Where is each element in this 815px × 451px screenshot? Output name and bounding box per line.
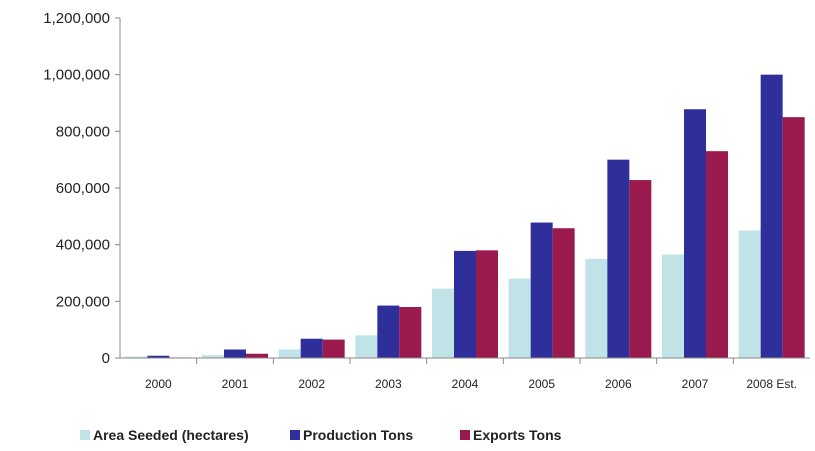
bar	[476, 250, 498, 358]
bar	[530, 222, 553, 358]
y-tick-label: 1,200,000	[43, 10, 110, 27]
bar	[706, 151, 728, 358]
legend-swatch	[460, 430, 470, 440]
x-tick-label: 2002	[298, 377, 325, 391]
bar	[662, 254, 684, 358]
y-tick-label: 200,000	[56, 293, 110, 310]
x-tick-label: 2000	[145, 377, 172, 391]
x-tick-label: 2004	[452, 377, 479, 391]
bar	[202, 355, 224, 358]
bar	[224, 349, 246, 358]
bar	[377, 305, 400, 358]
y-tick-label: 400,000	[56, 237, 110, 254]
legend-label: Exports Tons	[473, 427, 562, 443]
x-tick-label: 2003	[375, 377, 402, 391]
x-tick-label: 2008 Est.	[746, 377, 797, 391]
bar	[585, 258, 608, 358]
bar	[399, 307, 422, 358]
bar	[552, 228, 575, 358]
y-tick-label: 800,000	[56, 123, 110, 140]
bar	[322, 339, 345, 358]
x-tick-label: 2006	[605, 377, 632, 391]
bar	[278, 349, 301, 358]
legend-swatch	[80, 430, 90, 440]
bar	[300, 338, 323, 358]
x-tick-label: 2005	[528, 377, 555, 391]
bar	[629, 180, 652, 358]
y-tick-label: 1,000,000	[43, 67, 110, 84]
legend: Area Seeded (hectares) Production Tons Exp…	[80, 427, 562, 443]
legend-label: Area Seeded (hectares)	[93, 427, 249, 443]
x-tick-label: 2001	[222, 377, 249, 391]
bar	[454, 250, 476, 358]
bar	[760, 74, 783, 359]
bar	[508, 278, 531, 358]
bar	[246, 353, 268, 358]
bar	[147, 355, 170, 358]
bar	[738, 230, 761, 358]
legend-swatch	[290, 430, 300, 440]
y-tick-label: 600,000	[56, 180, 110, 197]
x-axis-ticks: 2000 2001 2002 2003 2004 2005 2006 2007 2008 Est…	[145, 358, 797, 391]
bar	[355, 335, 378, 358]
bar	[125, 356, 148, 358]
bar	[684, 109, 706, 358]
y-axis-ticks: 0 200,000 400,000 600,000 800,000 1,000,000 1,…	[43, 10, 120, 367]
x-tick-label: 2007	[682, 377, 709, 391]
bar	[782, 117, 805, 359]
y-tick-label: 0	[102, 350, 110, 367]
bar	[432, 288, 454, 358]
bar	[607, 159, 630, 358]
legend-label: Production Tons	[303, 427, 413, 443]
bars	[125, 74, 805, 359]
